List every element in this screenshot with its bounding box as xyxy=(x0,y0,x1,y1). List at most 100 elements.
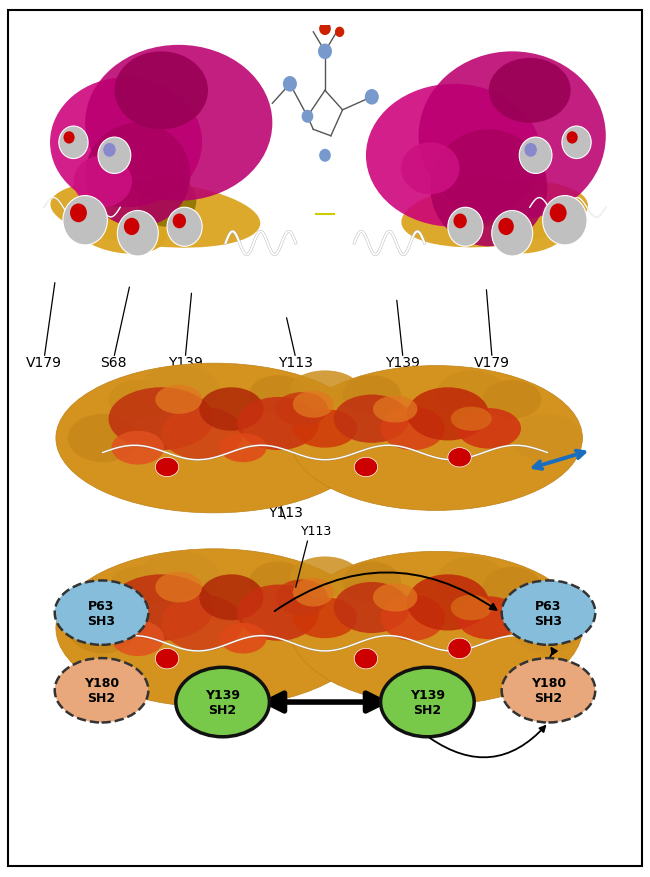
Circle shape xyxy=(499,218,514,236)
Ellipse shape xyxy=(85,46,272,202)
Ellipse shape xyxy=(290,557,360,597)
Circle shape xyxy=(103,144,116,158)
Circle shape xyxy=(525,144,537,158)
Ellipse shape xyxy=(407,574,489,631)
Text: Y180
SH2: Y180 SH2 xyxy=(531,676,566,704)
Circle shape xyxy=(543,196,587,246)
Circle shape xyxy=(354,458,378,477)
Text: P63
SH3: P63 SH3 xyxy=(534,599,562,627)
Circle shape xyxy=(448,208,483,247)
Ellipse shape xyxy=(483,567,541,608)
Circle shape xyxy=(124,218,140,236)
FancyArrowPatch shape xyxy=(275,573,497,611)
Ellipse shape xyxy=(292,597,358,638)
Ellipse shape xyxy=(220,433,266,463)
Circle shape xyxy=(58,127,88,160)
Text: Y180
SH2: Y180 SH2 xyxy=(84,676,119,704)
Ellipse shape xyxy=(237,397,319,451)
Ellipse shape xyxy=(381,667,474,737)
Ellipse shape xyxy=(502,659,595,723)
Ellipse shape xyxy=(56,364,372,513)
Ellipse shape xyxy=(454,175,512,227)
Ellipse shape xyxy=(343,376,401,415)
Ellipse shape xyxy=(73,156,132,208)
Circle shape xyxy=(365,90,379,105)
Ellipse shape xyxy=(155,386,202,415)
Ellipse shape xyxy=(489,59,571,124)
Ellipse shape xyxy=(249,562,307,602)
Text: V179: V179 xyxy=(474,356,510,370)
Ellipse shape xyxy=(456,596,521,639)
Ellipse shape xyxy=(220,624,266,653)
Circle shape xyxy=(63,196,107,246)
Circle shape xyxy=(318,45,332,60)
Ellipse shape xyxy=(436,557,506,608)
Circle shape xyxy=(173,214,186,229)
Text: Y139
SH2: Y139 SH2 xyxy=(205,688,240,717)
Circle shape xyxy=(283,77,297,92)
Circle shape xyxy=(64,132,75,145)
Ellipse shape xyxy=(292,391,334,418)
Ellipse shape xyxy=(483,381,541,419)
Ellipse shape xyxy=(138,367,220,414)
Ellipse shape xyxy=(334,582,410,633)
Ellipse shape xyxy=(249,376,307,415)
Circle shape xyxy=(562,127,592,160)
Ellipse shape xyxy=(55,581,148,645)
Circle shape xyxy=(70,204,87,223)
Ellipse shape xyxy=(502,581,595,645)
Ellipse shape xyxy=(138,175,196,227)
Ellipse shape xyxy=(51,181,260,248)
Circle shape xyxy=(319,150,331,162)
Circle shape xyxy=(448,448,471,467)
Text: Y139: Y139 xyxy=(385,356,421,370)
Circle shape xyxy=(567,132,578,145)
Circle shape xyxy=(155,458,179,477)
Ellipse shape xyxy=(381,595,445,641)
Ellipse shape xyxy=(276,393,328,426)
Ellipse shape xyxy=(138,552,220,602)
Ellipse shape xyxy=(401,181,588,248)
Text: P63
SH3: P63 SH3 xyxy=(88,599,116,627)
Ellipse shape xyxy=(199,574,264,621)
FancyBboxPatch shape xyxy=(8,11,642,866)
Circle shape xyxy=(335,27,344,38)
Ellipse shape xyxy=(237,585,319,641)
Text: Y113: Y113 xyxy=(278,356,313,370)
Ellipse shape xyxy=(381,407,445,451)
Ellipse shape xyxy=(68,602,138,653)
Ellipse shape xyxy=(430,130,547,247)
Ellipse shape xyxy=(112,621,164,656)
Ellipse shape xyxy=(74,207,166,254)
Ellipse shape xyxy=(161,595,243,652)
Ellipse shape xyxy=(401,143,460,195)
Ellipse shape xyxy=(109,567,167,608)
Circle shape xyxy=(491,211,532,257)
Ellipse shape xyxy=(407,388,489,441)
Ellipse shape xyxy=(56,549,372,708)
Ellipse shape xyxy=(290,552,582,705)
Circle shape xyxy=(302,111,313,124)
Ellipse shape xyxy=(50,78,202,208)
Text: Y139
SH2: Y139 SH2 xyxy=(410,688,445,717)
Ellipse shape xyxy=(419,53,606,221)
Ellipse shape xyxy=(451,595,492,621)
Ellipse shape xyxy=(292,578,334,607)
Ellipse shape xyxy=(290,371,360,410)
Text: Y113: Y113 xyxy=(268,505,304,519)
Ellipse shape xyxy=(451,407,492,431)
Text: V179: V179 xyxy=(26,356,62,370)
Circle shape xyxy=(448,638,471,659)
Ellipse shape xyxy=(512,602,582,653)
Text: S68: S68 xyxy=(101,356,127,370)
Ellipse shape xyxy=(199,388,264,431)
Ellipse shape xyxy=(155,572,202,602)
Ellipse shape xyxy=(489,207,571,254)
Circle shape xyxy=(519,138,552,175)
Ellipse shape xyxy=(366,85,541,227)
Ellipse shape xyxy=(85,124,190,227)
Text: Y113: Y113 xyxy=(300,524,332,538)
Ellipse shape xyxy=(161,407,243,460)
Circle shape xyxy=(167,208,202,247)
Ellipse shape xyxy=(373,583,417,612)
